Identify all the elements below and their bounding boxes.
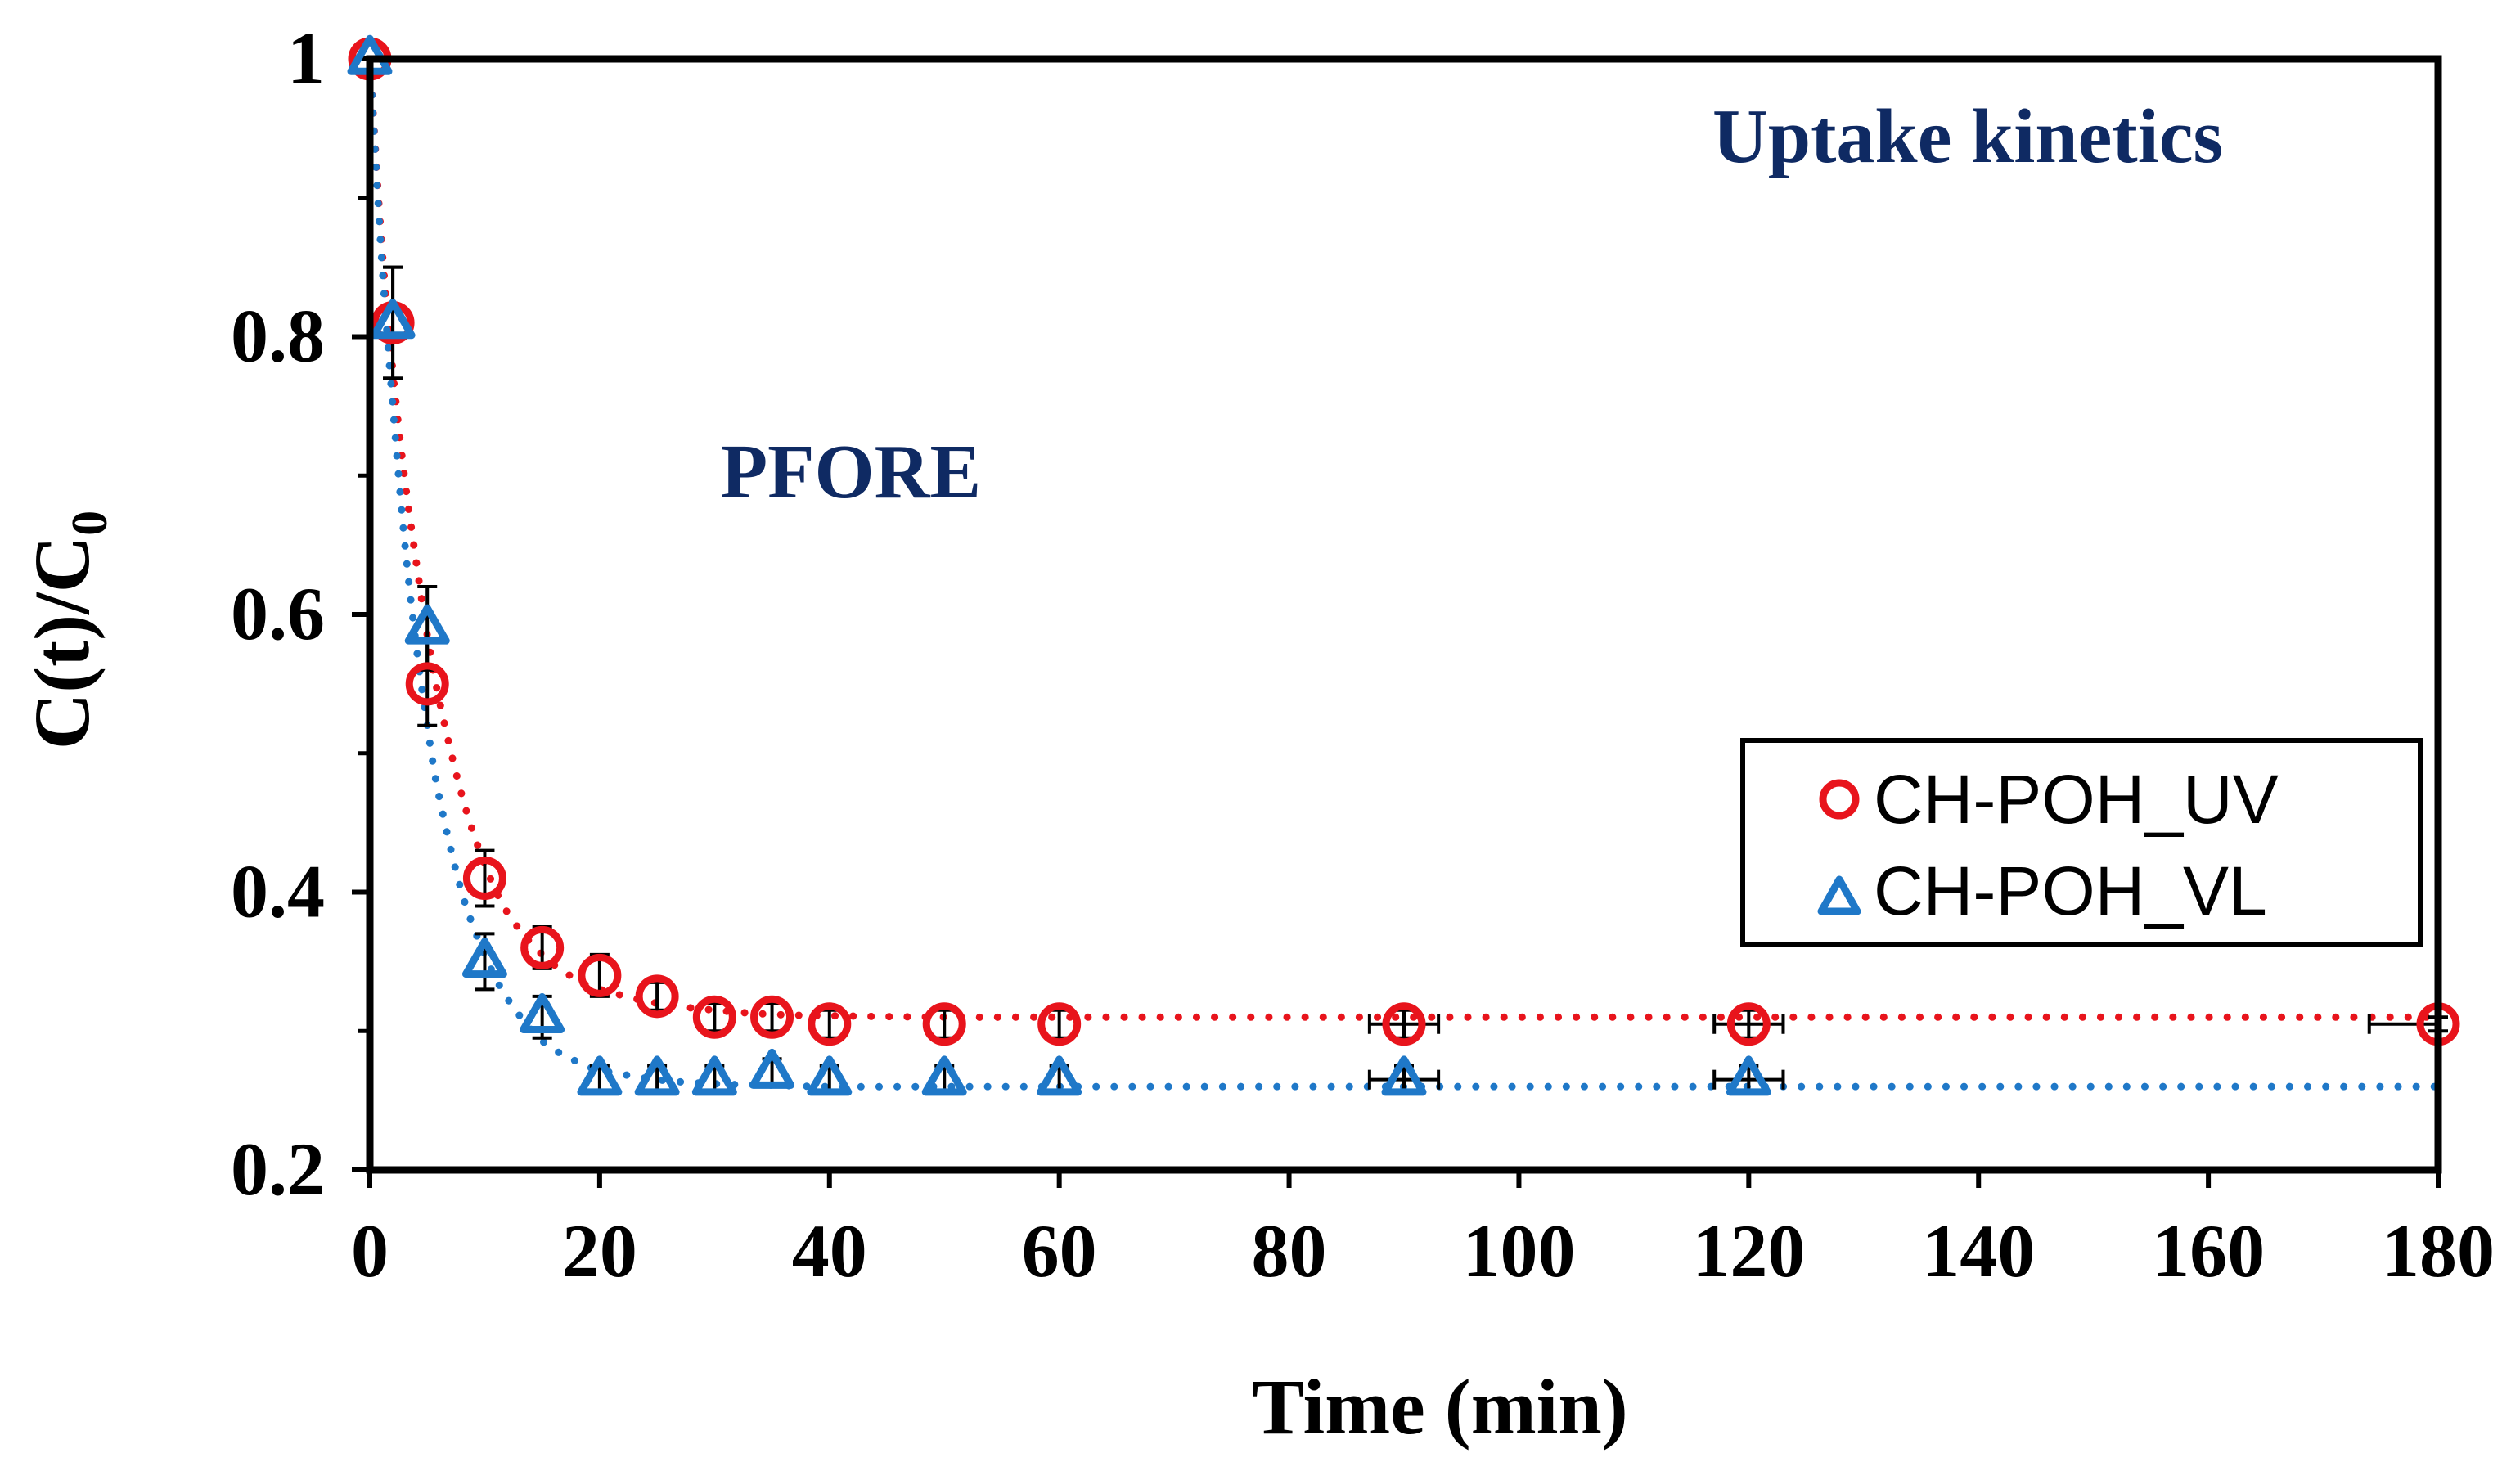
- point-CH-POH_UV: [462, 857, 506, 901]
- x-tick-label-5: 100: [1462, 1209, 1575, 1293]
- y-tick-label-1: 0.4: [231, 850, 325, 933]
- legend: CH-POH_UV CH-POH_VL: [1740, 738, 2423, 947]
- x-tick-label-6: 120: [1692, 1209, 1805, 1293]
- legend-label-uv: CH-POH_UV: [1874, 761, 2279, 838]
- point-CH-POH_UV: [1726, 1002, 1771, 1046]
- x-tick-label-1: 20: [562, 1209, 637, 1293]
- point-CH-POH_VL: [520, 992, 565, 1033]
- model-annotation: PFORE: [721, 430, 982, 515]
- point-CH-POH_VL: [1726, 1055, 1771, 1096]
- legend-marker-circle: [1819, 779, 1860, 820]
- plot-frame: [366, 55, 2442, 1174]
- x-tick-label-8: 160: [2152, 1209, 2265, 1293]
- point-CH-POH_UV: [750, 995, 794, 1039]
- legend-label-vl: CH-POH_VL: [1874, 852, 2267, 929]
- point-CH-POH_UV: [692, 995, 736, 1039]
- point-CH-POH_VL: [807, 1055, 853, 1096]
- chart-title: Uptake kinetics: [1712, 94, 2223, 179]
- x-axis-title: Time (min): [1252, 1363, 1628, 1451]
- x-tick-label-4: 80: [1252, 1209, 1327, 1293]
- point-CH-POH_UV: [1037, 1002, 1082, 1046]
- point-CH-POH_VL: [921, 1055, 967, 1096]
- x-tick-label-2: 40: [792, 1209, 867, 1293]
- x-tick-labels: 0 20 40 60 80 100 120 140 160 180: [351, 1209, 2495, 1293]
- point-CH-POH_VL: [749, 1048, 795, 1089]
- y-axis-title-subscript: 0: [62, 511, 118, 536]
- point-CH-POH_VL: [461, 938, 507, 978]
- point-CH-POH_VL: [404, 604, 450, 645]
- point-CH-POH_VL: [577, 1055, 623, 1096]
- point-CH-POH_UV: [1382, 1002, 1426, 1046]
- point-CH-POH_UV: [635, 974, 679, 1019]
- y-tick-label-0: 0.2: [231, 1127, 325, 1211]
- y-tick-label-4: 1: [287, 16, 325, 100]
- point-CH-POH_VL: [1037, 1055, 1082, 1096]
- point-CH-POH_VL: [370, 299, 416, 340]
- y-axis-title: C(t)/C0: [18, 511, 118, 749]
- y-tick-labels: 0.2 0.4 0.6 0.8 1: [231, 16, 325, 1211]
- point-CH-POH_UV: [405, 662, 449, 706]
- svg-text:C(t)/C0: C(t)/C0: [18, 511, 118, 749]
- point-CH-POH_UV: [808, 1002, 852, 1046]
- point-CH-POH_UV: [922, 1002, 966, 1046]
- x-tick-label-9: 180: [2382, 1209, 2495, 1293]
- x-tick-label-7: 140: [1922, 1209, 2035, 1293]
- point-CH-POH_VL: [691, 1055, 737, 1096]
- point-CH-POH_UV: [578, 953, 622, 997]
- y-tick-label-2: 0.6: [231, 572, 325, 655]
- legend-marker-triangle: [1817, 875, 1861, 915]
- x-tick-label-0: 0: [351, 1209, 389, 1293]
- x-tick-label-3: 60: [1022, 1209, 1097, 1293]
- point-CH-POH_VL: [1381, 1055, 1427, 1096]
- y-axis-title-main: C(t)/C: [18, 536, 106, 749]
- point-CH-POH_UV: [520, 925, 565, 969]
- y-tick-label-3: 0.8: [231, 295, 325, 378]
- point-CH-POH_VL: [634, 1055, 680, 1096]
